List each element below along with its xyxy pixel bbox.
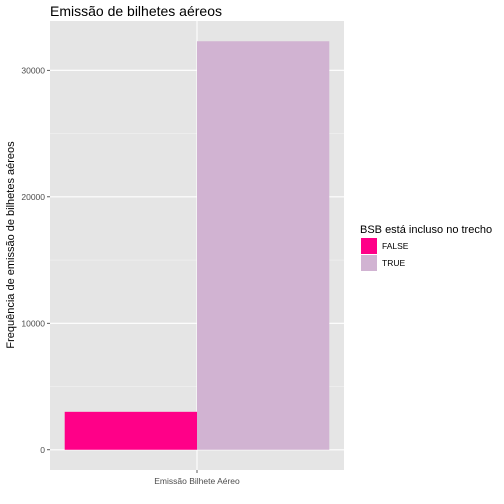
legend-swatch-true bbox=[361, 255, 377, 271]
y-tick-label: 0 bbox=[40, 445, 45, 455]
bar-true bbox=[197, 41, 330, 450]
bars-layer bbox=[64, 41, 330, 450]
legend: BSB está incluso no trecho FALSE TRUE bbox=[360, 224, 492, 271]
legend-label-true: TRUE bbox=[382, 258, 405, 268]
y-tick-label: 10000 bbox=[21, 318, 45, 328]
x-tick-label: Emissão Bilhete Aéreo bbox=[154, 476, 240, 486]
chart-title: Emissão de bilhetes aéreos bbox=[50, 3, 222, 19]
y-tick-label: 20000 bbox=[21, 192, 45, 202]
legend-title: BSB está incluso no trecho bbox=[360, 224, 492, 236]
bar-false bbox=[64, 411, 197, 450]
y-tick-label: 30000 bbox=[21, 65, 45, 75]
y-axis-title: Frequência de emissão de bilhetes aéreos bbox=[5, 141, 17, 349]
legend-label-false: FALSE bbox=[382, 241, 409, 251]
axis-layer: 0 10000 20000 30000 Emissão Bilhete Aéreo bbox=[21, 65, 240, 486]
legend-swatch-false bbox=[361, 238, 377, 254]
